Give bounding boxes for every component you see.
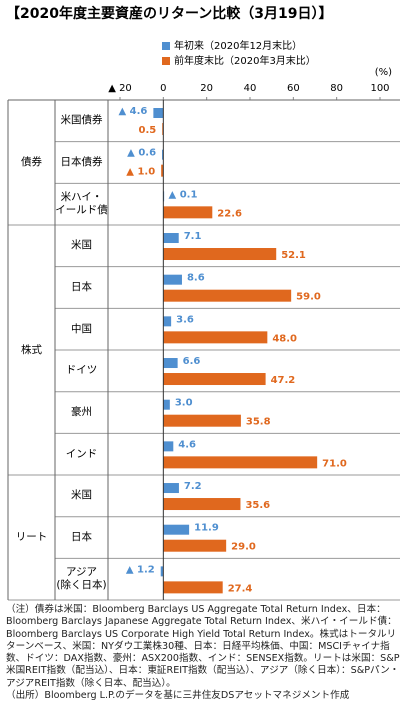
- value-label: ▲ 0.1: [169, 189, 198, 200]
- value-label: 11.9: [194, 523, 219, 534]
- bar: [163, 441, 174, 452]
- bar: [163, 289, 292, 302]
- bar: [163, 358, 178, 369]
- value-label: 0.5: [139, 125, 157, 136]
- value-label: 7.2: [184, 481, 202, 492]
- bar: [163, 399, 170, 410]
- value-label: 47.2: [271, 375, 296, 386]
- value-label: 8.6: [187, 273, 205, 284]
- bar: [163, 373, 266, 386]
- category-label: 米ハイ・ イールド債: [55, 191, 108, 217]
- x-tick-label: 60: [287, 83, 300, 94]
- bar: [161, 164, 164, 177]
- value-label: ▲ 1.2: [126, 564, 155, 575]
- bar: [163, 206, 213, 219]
- bar: [163, 331, 268, 344]
- bar: [163, 414, 241, 427]
- bar: [162, 123, 164, 135]
- category-label: 日本: [71, 281, 92, 293]
- category-label: インド: [65, 447, 98, 460]
- legend-label: 年初来（2020年12月末比）: [174, 39, 302, 52]
- category-label: 豪州: [71, 406, 92, 419]
- value-label: 52.1: [281, 250, 306, 261]
- legend-swatch: [162, 42, 170, 50]
- x-tick-label: 80: [330, 83, 343, 94]
- group-label: 株式: [21, 343, 42, 356]
- bar: [163, 581, 223, 594]
- value-label: 7.1: [184, 231, 202, 242]
- bar: [163, 248, 277, 261]
- category-label: アジア (除く日本): [56, 566, 107, 592]
- value-label: 27.4: [228, 583, 253, 594]
- bar: [160, 566, 164, 577]
- value-label: 59.0: [296, 292, 321, 303]
- x-tick-label: 40: [244, 83, 257, 94]
- legend-label: 前年度末比（2020年3月末比）: [174, 54, 316, 67]
- legend-swatch: [162, 57, 170, 65]
- value-label: 35.6: [245, 500, 270, 511]
- bar: [163, 483, 179, 494]
- x-tick-label: 0: [160, 83, 166, 94]
- value-label: ▲ 4.6: [118, 106, 147, 117]
- note: （注）債券は米国：Bloomberg Barclays US Aggregate…: [6, 604, 400, 689]
- value-label: 35.8: [246, 417, 271, 428]
- x-tick-label: ▲ 20: [108, 83, 132, 94]
- value-label: 48.0: [272, 333, 297, 344]
- value-label: 4.6: [178, 439, 196, 450]
- value-label: 3.0: [175, 398, 193, 409]
- bar: [163, 274, 182, 285]
- bar: [163, 524, 190, 535]
- category-label: 中国: [71, 322, 92, 335]
- axis-unit: (%): [375, 67, 392, 78]
- category-label: 日本: [71, 531, 92, 544]
- group-label: リート: [15, 531, 48, 544]
- category-label: 米国債券: [60, 114, 103, 127]
- bar: [162, 149, 164, 160]
- value-label: ▲ 1.0: [126, 167, 155, 178]
- footnotes: （注）債券は米国：Bloomberg Barclays US Aggregate…: [6, 604, 404, 702]
- source: （出所）Bloomberg L.P.のデータを基に三井住友DSアセットマネジメン…: [6, 690, 350, 702]
- value-label: 22.6: [217, 208, 242, 219]
- category-label: ドイツ: [65, 364, 98, 377]
- value-label: ▲ 0.6: [127, 148, 156, 159]
- bar: [163, 456, 318, 469]
- bar: [163, 498, 241, 511]
- value-label: 71.0: [322, 458, 347, 469]
- category-label: 米国: [71, 239, 92, 252]
- bar: [163, 539, 227, 552]
- category-label: 米国: [71, 489, 92, 502]
- group-label: 債券: [21, 156, 42, 168]
- value-label: 6.6: [183, 356, 201, 367]
- value-label: 3.6: [176, 314, 194, 325]
- x-tick-label: 100: [370, 83, 389, 94]
- x-tick-label: 20: [200, 83, 213, 94]
- value-label: 29.0: [231, 542, 256, 553]
- bar: [153, 108, 164, 118]
- chart-title: 【2020年度主要資産のリターン比較（3月19日）】: [6, 5, 333, 22]
- category-label: 日本債券: [60, 155, 103, 168]
- bar: [163, 316, 172, 327]
- bar: [163, 233, 179, 244]
